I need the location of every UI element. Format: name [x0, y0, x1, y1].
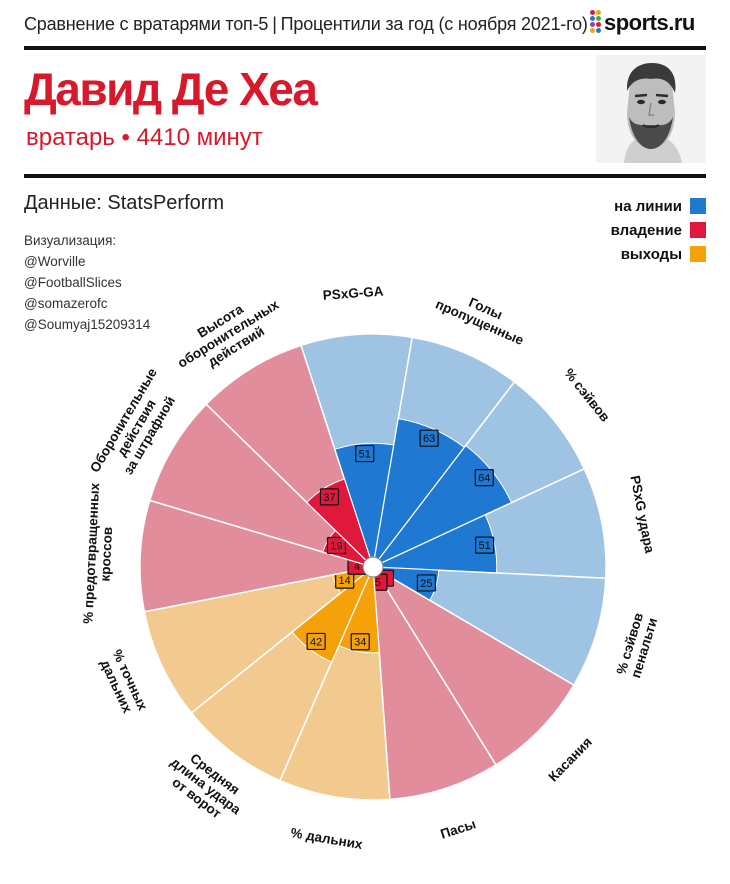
category-label: Голыпропущенные — [433, 283, 532, 348]
value-badge — [350, 633, 370, 651]
value-label: 34 — [354, 637, 366, 649]
value-label: 14 — [339, 575, 351, 587]
value-badge — [306, 632, 326, 651]
category-label: % предотвращенныхкроссов — [80, 482, 117, 625]
sports-ru-logo[interactable]: sports.ru — [590, 10, 695, 36]
value-label: 5 — [375, 577, 381, 589]
chart-subtitle: Сравнение с вратарями топ-5 | Процентили з… — [24, 14, 588, 35]
chart-legend: на линии владение выходы — [611, 194, 706, 266]
player-photo — [596, 55, 706, 163]
player-portrait-icon — [596, 55, 706, 163]
logo-brand-text: sports.ru — [604, 10, 695, 35]
visualization-credits: Визуализация: @Worville @FootballSlices … — [24, 230, 150, 335]
value-badge — [419, 429, 439, 447]
category-label: Пасы — [439, 816, 478, 841]
value-label: 51 — [359, 449, 371, 461]
category-label: Касания — [545, 734, 594, 784]
value-badge — [355, 444, 375, 463]
category-label: % сэйвовпенальти — [614, 611, 661, 681]
category-label: PSxG удара — [627, 474, 657, 555]
value-label: 51 — [478, 540, 490, 552]
legend-item-sweeping: выходы — [611, 242, 706, 266]
credit-name[interactable]: @somazerofc — [24, 296, 108, 311]
value-label: 25 — [420, 578, 432, 590]
category-label: % точныхдальних — [96, 647, 151, 719]
legend-label: на линии — [614, 197, 682, 215]
value-label: 63 — [423, 433, 435, 445]
credits-title: Визуализация: — [24, 233, 117, 248]
category-label: % дальних — [290, 825, 365, 852]
subtitle-left: Сравнение с вратарями топ-5 — [24, 14, 269, 34]
value-label: 37 — [323, 492, 335, 504]
credit-name[interactable]: @Worville — [24, 254, 86, 269]
legend-label: выходы — [620, 245, 682, 263]
logo-dots-icon — [590, 10, 601, 36]
value-label: 4 — [354, 561, 360, 573]
value-label: 19 — [330, 541, 342, 553]
value-label: 42 — [310, 636, 322, 648]
value-badge — [319, 488, 340, 506]
credit-name[interactable]: @FootballSlices — [24, 275, 122, 290]
category-label: PSxG-GA — [322, 284, 384, 303]
subtitle-right: Процентили за год (с ноября 2021-го) — [280, 14, 588, 34]
player-name: Давид Де Хеа — [24, 63, 318, 115]
subtitle-separator: | — [272, 14, 277, 34]
legend-swatch-blue — [690, 198, 706, 214]
legend-label: владение — [610, 221, 682, 239]
value-label: 64 — [478, 473, 490, 485]
category-label: % сэйвов — [561, 366, 613, 425]
legend-item-possession: владение — [611, 218, 706, 242]
chart-center-hub — [362, 556, 384, 578]
legend-swatch-red — [690, 222, 706, 238]
credit-name[interactable]: @Soumyaj15209314 — [24, 317, 151, 332]
header-divider — [24, 174, 706, 178]
data-source: Данные: StatsPerform — [24, 192, 225, 214]
player-role: вратарь • 4410 минут — [26, 124, 263, 151]
legend-swatch-orange — [690, 246, 706, 262]
value-badge — [474, 469, 494, 487]
legend-item-shot-stopping: на линии — [611, 194, 706, 218]
value-badge — [416, 574, 437, 592]
top-divider — [24, 46, 706, 50]
value-badge — [326, 536, 347, 555]
value-badge — [475, 536, 495, 554]
